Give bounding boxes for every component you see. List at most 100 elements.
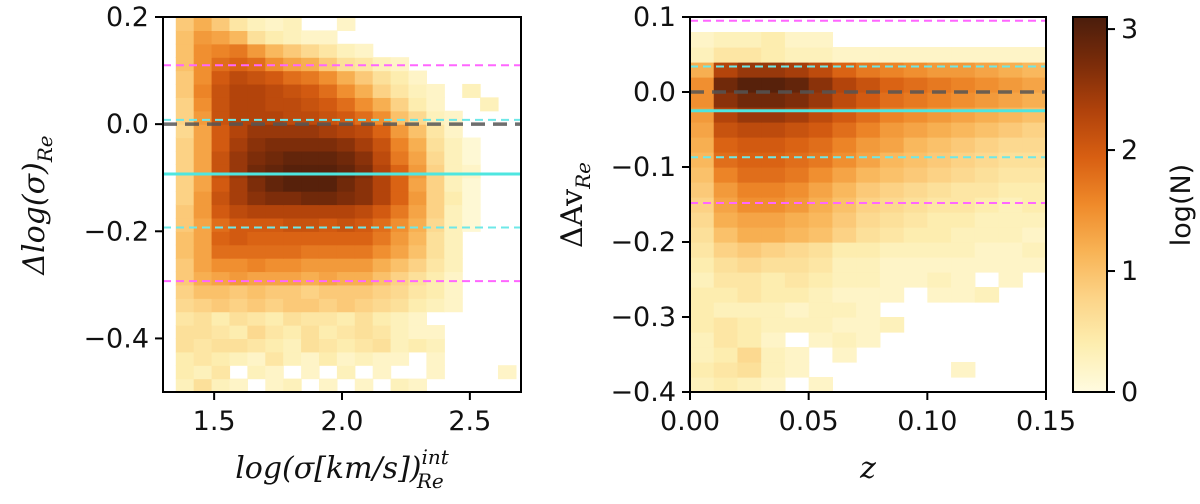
left-heatmap-cell (372, 137, 392, 152)
right-heatmap-cell (690, 167, 715, 183)
left-heatmap-cell (283, 30, 302, 45)
right-x-ticks: 0.00 0.05 0.10 0.15 (660, 392, 1076, 437)
left-heatmap-cell (444, 191, 463, 206)
right-heatmap-cell (974, 62, 1000, 78)
left-heatmap-cell (426, 244, 445, 259)
left-heatmap-cell (265, 378, 284, 393)
right-heatmap-cell (998, 272, 1023, 288)
right-heatmap-cell (903, 212, 928, 228)
left-heatmap-cell (444, 298, 463, 313)
left-x-tick-label: 2.5 (448, 406, 491, 437)
left-heatmap-cell (175, 311, 195, 326)
right-heatmap-cell (1022, 197, 1047, 213)
right-heatmap-cell (1022, 122, 1047, 138)
right-heatmap-cell (998, 122, 1023, 138)
left-heatmap-cell (193, 325, 213, 340)
left-x-tick-label: 1.5 (193, 406, 236, 437)
left-heatmap-cell (318, 110, 338, 125)
left-heatmap-cell (318, 83, 338, 98)
left-heatmap-cell (211, 244, 231, 259)
right-heatmap-cell (879, 317, 905, 333)
left-heatmap-cell (390, 191, 410, 206)
left-heatmap-cell (175, 191, 195, 206)
right-heatmap-cell (951, 167, 976, 183)
left-heatmap-cell (444, 231, 463, 246)
left-heatmap-cell (283, 311, 302, 326)
left-heatmap-cell (265, 150, 284, 165)
left-heatmap-cell (426, 325, 445, 340)
right-heatmap-cell (808, 332, 833, 348)
right-heatmap-cell (784, 317, 810, 333)
right-heatmap-cell (761, 287, 786, 303)
right-heatmap-cell (761, 77, 786, 93)
left-heatmap-cell (175, 378, 195, 393)
right-heatmap-cell (737, 92, 762, 108)
left-heatmap-cell (175, 30, 195, 45)
left-heatmap-cell (336, 43, 356, 58)
left-heatmap-cell (193, 191, 213, 206)
right-heatmap-cell (761, 377, 786, 393)
right-heatmap-cell (856, 302, 881, 318)
left-heatmap-cell (354, 244, 374, 259)
left-heatmap-cell (229, 244, 248, 259)
left-heatmap-cell (229, 338, 248, 353)
left-heatmap-cell (229, 325, 248, 340)
left-heatmap-cell (229, 30, 248, 45)
right-heatmap-cell (856, 332, 881, 348)
right-heatmap-cell (737, 122, 762, 138)
right-heatmap-cell (998, 77, 1023, 93)
right-heatmap-cell (737, 227, 762, 243)
left-x-label-main: log(σ[km/s]) (235, 451, 421, 486)
left-heatmap-cell (444, 284, 463, 299)
right-heatmap-cell (951, 137, 976, 153)
left-heatmap-cells (175, 17, 517, 393)
left-heatmap-cell (211, 298, 231, 313)
left-heatmap-cell (175, 271, 195, 286)
right-heatmap-cell (832, 227, 857, 243)
left-heatmap-cell (336, 191, 356, 206)
left-heatmap-cell (444, 124, 463, 139)
left-heatmap-cell (283, 110, 302, 125)
right-heatmap-cell (784, 167, 810, 183)
left-heatmap-cell (265, 83, 284, 98)
left-panel: 1.5 2.0 2.5 −0.4 −0.2 0.0 0.2 log(σ[km/s])int… (17, 2, 522, 493)
right-heatmap-cell (856, 92, 881, 108)
right-heatmap-cell (808, 32, 833, 48)
left-heatmap-cell (426, 150, 445, 165)
left-heatmap-cell (354, 83, 374, 98)
right-heatmap-cell (927, 137, 952, 153)
left-heatmap-cell (193, 351, 213, 366)
right-heatmap-cell (713, 47, 739, 63)
left-heatmap-cell (318, 258, 338, 273)
left-heatmap-cell (193, 378, 213, 393)
right-heatmap-cell (832, 332, 857, 348)
right-heatmap-cell (713, 272, 739, 288)
left-heatmap-cell (372, 244, 392, 259)
right-heatmap-cell (808, 47, 833, 63)
right-heatmap-cell (761, 137, 786, 153)
left-heatmap-cell (193, 150, 213, 165)
left-heatmap-cell (390, 164, 410, 179)
right-heatmap-cell (998, 137, 1023, 153)
left-heatmap-cell (247, 137, 266, 152)
left-heatmap-cell (229, 231, 248, 246)
right-heatmap-cell (690, 362, 715, 378)
left-heatmap-cell (336, 338, 356, 353)
left-heatmap-cell (283, 284, 302, 299)
left-heatmap-cell (318, 70, 338, 85)
right-heatmap-cell (761, 197, 786, 213)
left-heatmap-cell (265, 164, 284, 179)
left-heatmap-cell (372, 298, 392, 313)
left-heatmap-cell (265, 191, 284, 206)
right-heatmap-cell (903, 227, 928, 243)
left-heatmap-cell (193, 298, 213, 313)
left-heatmap-cell (444, 150, 463, 165)
left-heatmap-cell (175, 351, 195, 366)
right-heatmap-cell (974, 122, 1000, 138)
left-heatmap-cell (390, 83, 410, 98)
left-heatmap-cell (211, 284, 231, 299)
right-heatmap-cell (1022, 137, 1047, 153)
left-heatmap-cell (354, 351, 374, 366)
right-heatmap-cell (927, 182, 952, 198)
left-heatmap-cell (301, 191, 320, 206)
